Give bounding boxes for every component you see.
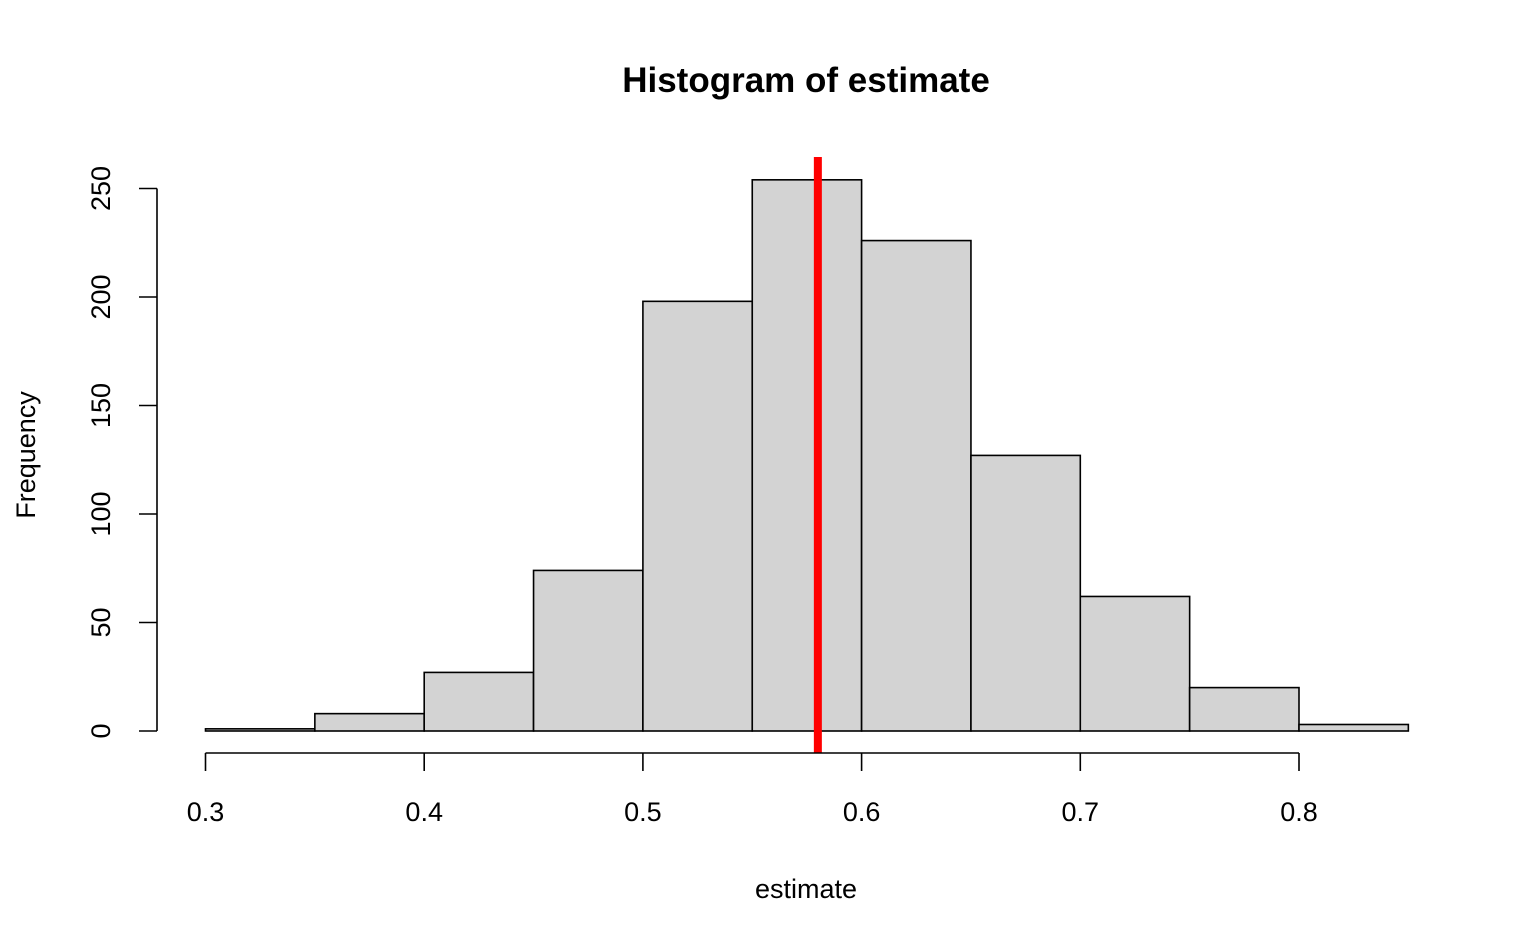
y-tick-label-0: 0 [86, 723, 116, 738]
x-tick-label-0.7: 0.7 [1062, 797, 1100, 827]
histogram-bar-7 [860, 239, 972, 732]
x-tick-label-0.4: 0.4 [405, 797, 443, 827]
y-axis-title: Frequency [11, 391, 41, 519]
y-tick-label-50: 50 [86, 607, 116, 637]
x-tick-label-0.8: 0.8 [1280, 797, 1318, 827]
x-axis: 0.3 0.4 0.5 0.6 0.7 0.8 [187, 752, 1318, 827]
x-axis-title: estimate [755, 874, 857, 904]
x-tick-label-0.5: 0.5 [624, 797, 662, 827]
histogram-bar-5 [642, 300, 754, 732]
histogram-bar-6 [751, 179, 863, 732]
y-tick-label-250: 250 [86, 166, 116, 211]
y-tick-label-200: 200 [86, 274, 116, 319]
histogram-bar-9 [1079, 595, 1191, 732]
histogram-bar-4 [532, 569, 644, 732]
y-tick-label-150: 150 [86, 383, 116, 428]
histogram-bar-11 [1298, 723, 1410, 732]
histogram-bar-1 [204, 728, 316, 732]
chart-title: Histogram of estimate [622, 61, 990, 100]
histogram-bar-8 [970, 454, 1082, 732]
y-axis: 0 50 100 150 200 250 [86, 166, 158, 739]
histogram-bar-2 [314, 712, 426, 732]
bars-layer [204, 179, 1410, 732]
y-tick-label-100: 100 [86, 491, 116, 536]
histogram-bar-3 [423, 671, 535, 732]
x-tick-label-0.6: 0.6 [843, 797, 881, 827]
x-tick-label-0.3: 0.3 [187, 797, 225, 827]
histogram-bar-10 [1188, 686, 1300, 732]
